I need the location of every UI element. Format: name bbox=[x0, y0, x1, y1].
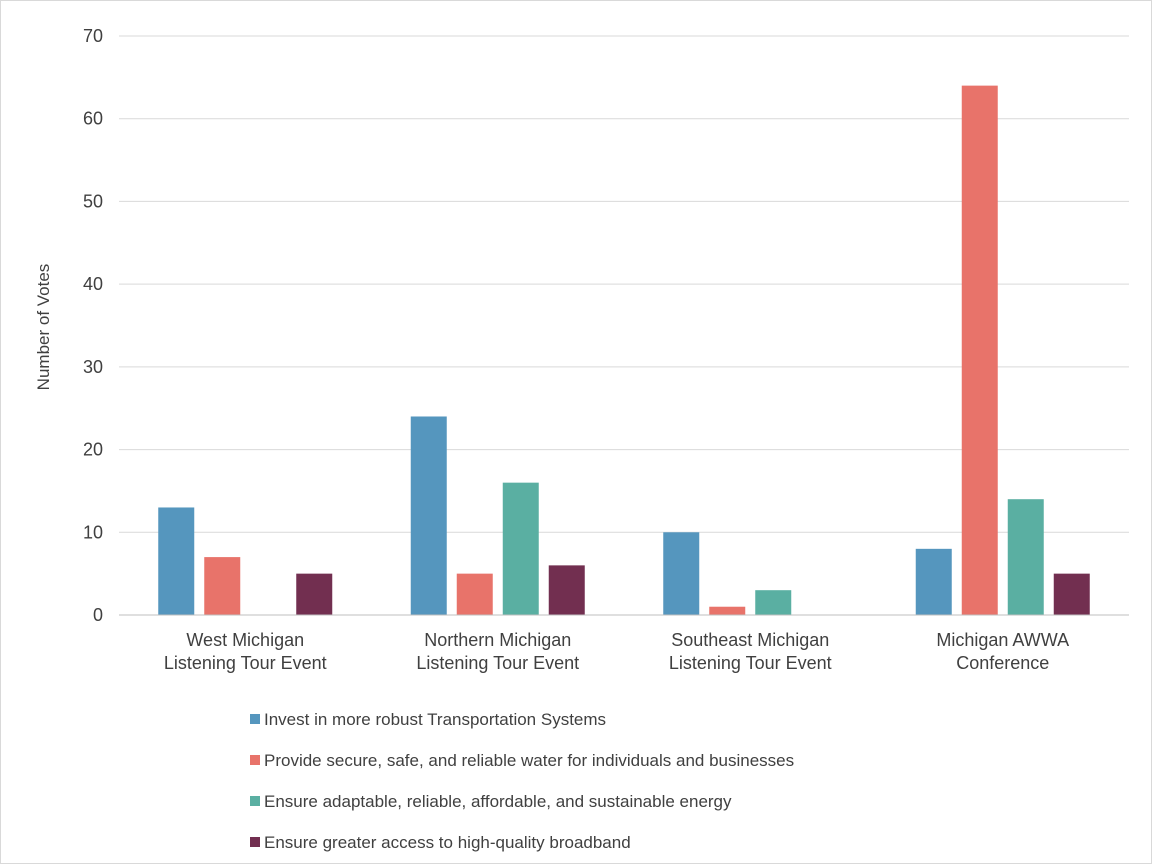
bar bbox=[709, 606, 746, 615]
y-axis-ticks: 0 10 20 30 40 50 60 70 bbox=[83, 26, 103, 625]
legend-label: Provide secure, safe, and reliable water… bbox=[264, 751, 794, 770]
x-category-label-line: Michigan AWWA bbox=[936, 630, 1069, 650]
legend-label: Ensure greater access to high-quality br… bbox=[264, 833, 631, 852]
bar bbox=[548, 565, 585, 615]
x-category-label-line: Conference bbox=[956, 653, 1049, 673]
bar bbox=[961, 85, 998, 616]
x-category-label-line: Southeast Michigan bbox=[671, 630, 829, 650]
legend-label: Invest in more robust Transportation Sys… bbox=[264, 710, 606, 729]
y-tick-label: 70 bbox=[83, 26, 103, 46]
bar bbox=[204, 557, 241, 615]
legend-swatch bbox=[250, 714, 260, 724]
bar bbox=[755, 590, 792, 615]
bar bbox=[410, 416, 447, 615]
x-axis-categories: West Michigan Listening Tour EventNorther… bbox=[164, 630, 1069, 673]
legend-swatch bbox=[250, 796, 260, 806]
legend-swatch bbox=[250, 755, 260, 765]
x-category-label-line: Listening Tour Event bbox=[164, 653, 327, 673]
y-axis-title: Number of Votes bbox=[34, 264, 53, 391]
bar bbox=[915, 548, 952, 615]
bar bbox=[502, 482, 539, 615]
bar bbox=[1053, 573, 1090, 615]
legend: Invest in more robust Transportation Sys… bbox=[250, 710, 794, 852]
bar bbox=[158, 507, 195, 615]
legend-label: Ensure adaptable, reliable, affordable, … bbox=[264, 792, 732, 811]
x-category-label: Northern Michigan Listening Tour Event bbox=[416, 630, 579, 673]
y-tick-label: 0 bbox=[93, 605, 103, 625]
y-tick-label: 20 bbox=[83, 440, 103, 460]
x-category-label-line: Listening Tour Event bbox=[669, 653, 832, 673]
y-tick-label: 10 bbox=[83, 522, 103, 542]
y-tick-label: 30 bbox=[83, 357, 103, 377]
bar bbox=[456, 573, 493, 615]
bars bbox=[158, 85, 1090, 616]
x-category-label-line: Listening Tour Event bbox=[416, 653, 579, 673]
x-category-label: Michigan AWWA Conference bbox=[936, 630, 1069, 673]
y-tick-label: 50 bbox=[83, 191, 103, 211]
legend-swatch bbox=[250, 837, 260, 847]
x-category-label: Southeast Michigan Listening Tour Event bbox=[669, 630, 832, 673]
gridlines bbox=[119, 35, 1129, 533]
bar bbox=[663, 532, 700, 615]
bar bbox=[1007, 499, 1044, 615]
bar bbox=[296, 573, 333, 615]
x-category-label-line: Northern Michigan bbox=[424, 630, 571, 650]
y-tick-label: 60 bbox=[83, 109, 103, 129]
y-tick-label: 40 bbox=[83, 274, 103, 294]
x-category-label: West Michigan Listening Tour Event bbox=[164, 630, 327, 673]
x-category-label-line: West Michigan bbox=[186, 630, 304, 650]
